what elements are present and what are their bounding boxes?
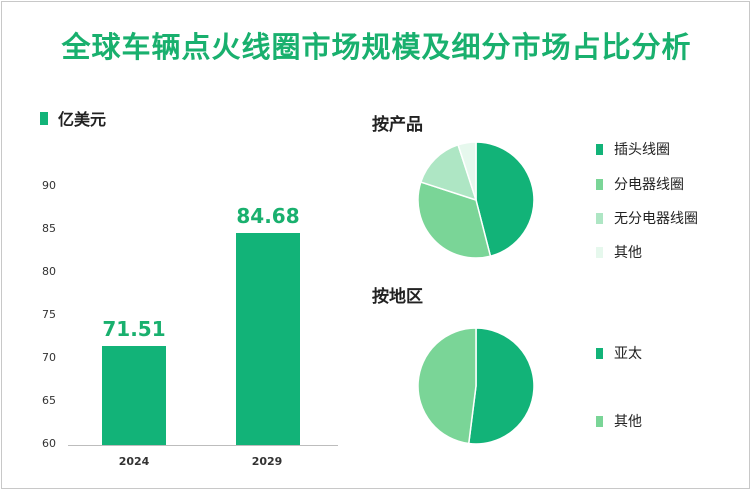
pie-product-title: 按产品 [372,115,423,135]
pie-region [417,327,535,445]
legend-label: 亚太 [614,346,642,362]
pie-slice-1 [417,327,477,445]
y-tick: 80 [42,265,56,278]
pie-slice-1 [417,181,492,259]
legend-label: 其他 [614,245,642,261]
unit-legend-label: 亿美元 [58,110,107,129]
pie-slice-3 [457,141,477,201]
y-tick: 60 [42,437,56,450]
bar-2024 [102,346,166,445]
x-tick-2024: 2024 [118,455,150,468]
legend-item: 无分电器线圈 [596,208,698,228]
legend-label: 无分电器线圈 [614,211,698,227]
bar-2029 [236,232,300,445]
legend-item: 其他 [596,242,642,262]
bar-value-label-2029: 84.68 [236,203,300,228]
pie-slice-0 [475,141,535,258]
legend-label: 其他 [614,414,642,430]
legend-item: 分电器线圈 [596,174,684,194]
y-tick: 85 [42,222,56,235]
legend-swatch [596,178,603,190]
legend-item: 其他 [596,411,642,431]
bar-value-label-2024: 71.51 [102,317,166,341]
unit-legend-swatch [40,111,48,125]
pie-slice-0 [467,327,535,445]
legend-label: 插头线圈 [614,142,670,158]
legend-item: 插头线圈 [596,139,670,159]
y-tick: 90 [42,179,56,192]
page-title: 全球车辆点火线圈市场规模及细分市场占比分析 [61,30,692,64]
legend-swatch [596,246,603,258]
pie-region-title: 按地区 [372,287,423,307]
legend-swatch [596,212,603,224]
legend-swatch [596,143,603,155]
legend-swatch [596,347,603,359]
x-axis-line [68,445,338,446]
legend-swatch [596,415,603,427]
x-tick-2029: 2029 [251,455,283,468]
pie-product [417,141,535,259]
legend-item: 亚太 [596,343,642,363]
legend-label: 分电器线圈 [614,177,684,193]
y-tick: 65 [42,394,56,407]
y-tick: 75 [42,308,56,321]
y-tick: 70 [42,351,56,364]
unit-legend: 亿美元 [40,106,106,130]
